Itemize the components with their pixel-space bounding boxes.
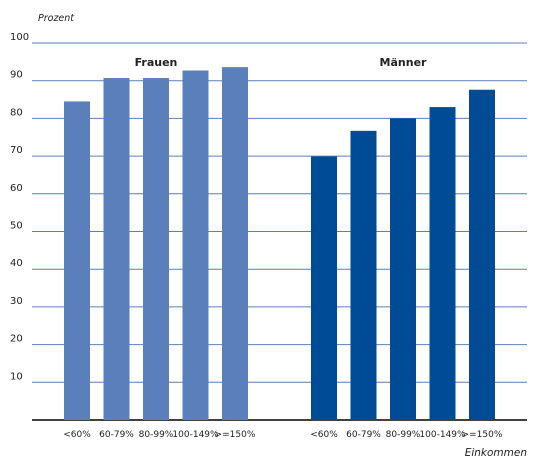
x-tick-label: <60%: [310, 430, 338, 440]
bar-frauen-4: [182, 70, 209, 420]
bar-m-nner-1: [311, 156, 337, 421]
y-tick-label: 10: [10, 371, 23, 382]
y-tick-label: 50: [10, 221, 23, 232]
y-axis-title: Prozent: [38, 13, 75, 24]
y-tick-label: 40: [10, 258, 23, 269]
bar-m-nner-2: [350, 130, 377, 420]
x-axis-title: Einkommen: [465, 447, 527, 459]
x-tick-label: >=150%: [215, 430, 256, 440]
bar-frauen-1: [64, 101, 90, 420]
group-title: Frauen: [135, 56, 178, 69]
x-tick-label: <60%: [63, 430, 91, 440]
y-tick-label: 90: [10, 70, 23, 81]
bars: [64, 67, 495, 421]
x-tick-label: 80-99%: [139, 430, 174, 440]
bar-m-nner-4: [429, 107, 456, 420]
y-tick-label: 60: [10, 183, 23, 194]
y-tick-label: 70: [10, 145, 23, 156]
y-tick-label: 80: [10, 107, 23, 118]
y-tick-label: 20: [10, 334, 23, 345]
x-tick-label: 100-149%: [419, 430, 466, 440]
labels: Prozent Einkommen 10 20 30 40 50 60 70 80 90 100 <…: [10, 13, 527, 459]
x-tick-label: 60-79%: [346, 430, 381, 440]
bar-frauen-2: [103, 78, 130, 420]
bar-frauen-5: [222, 67, 248, 421]
x-tick-label: 100-149%: [172, 430, 219, 440]
y-tick-label: 30: [10, 296, 23, 307]
y-tick-label: 100: [10, 32, 29, 43]
bar-m-nner-3: [390, 118, 416, 421]
group-title: Männer: [380, 56, 427, 69]
bar-frauen-3: [143, 78, 169, 420]
bar-m-nner-5: [469, 89, 495, 421]
x-tick-label: >=150%: [462, 430, 503, 440]
x-tick-label: 80-99%: [386, 430, 421, 440]
x-tick-label: 60-79%: [99, 430, 134, 440]
